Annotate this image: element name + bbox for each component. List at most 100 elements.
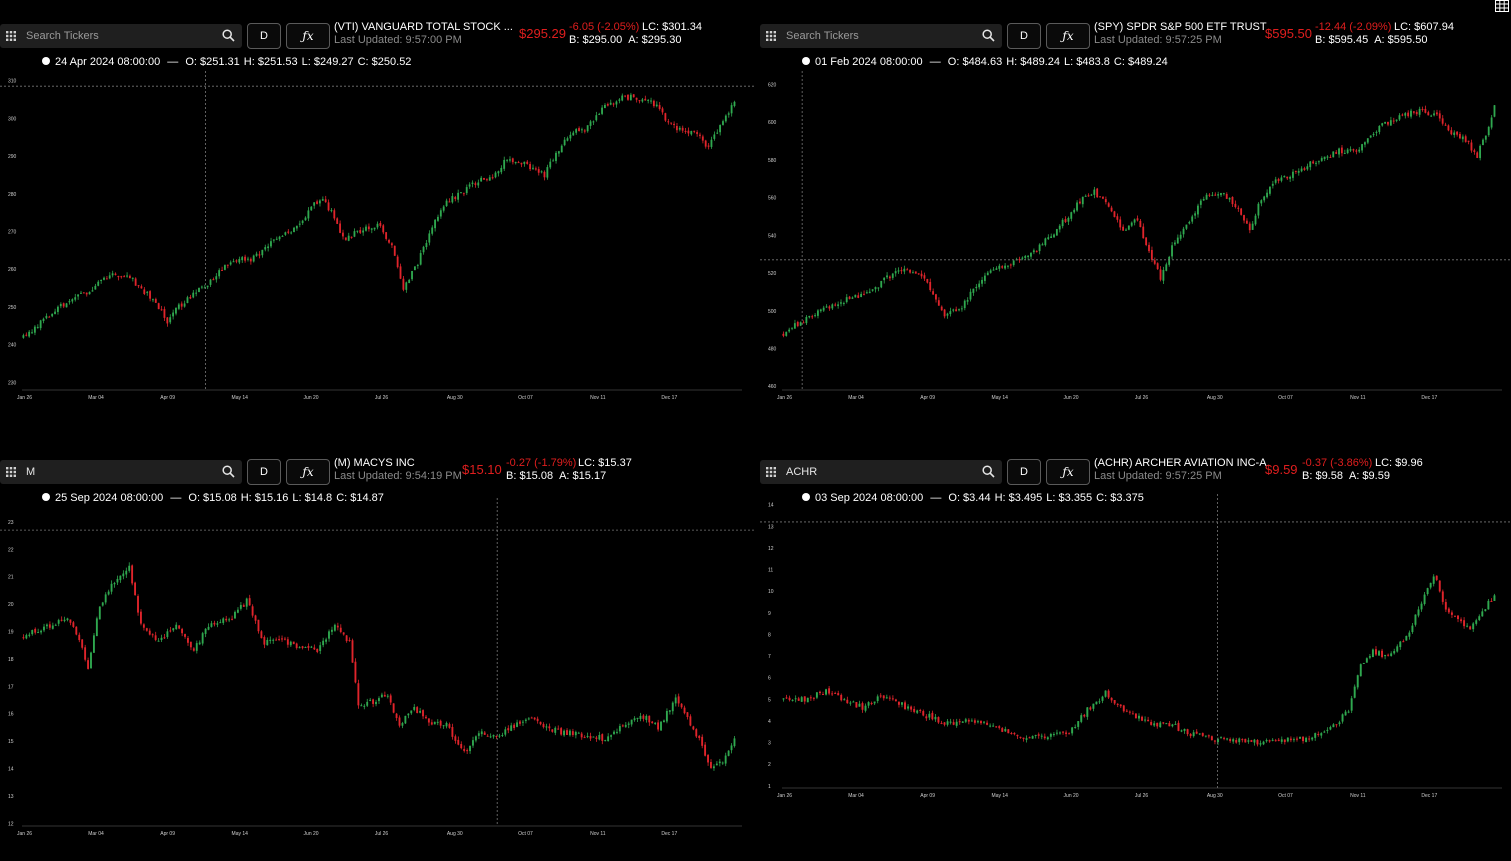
candle[interactable]: [360, 703, 363, 707]
candle[interactable]: [1407, 110, 1410, 118]
candle[interactable]: [454, 195, 457, 202]
candle[interactable]: [448, 198, 451, 203]
candle[interactable]: [791, 327, 793, 331]
candle[interactable]: [1429, 582, 1432, 590]
candle[interactable]: [1241, 738, 1244, 743]
candle[interactable]: [1283, 739, 1286, 745]
candle[interactable]: [1235, 737, 1238, 744]
candle[interactable]: [980, 720, 982, 725]
candle[interactable]: [1222, 192, 1225, 196]
candle[interactable]: [568, 729, 571, 737]
candle[interactable]: [1368, 654, 1371, 660]
candle[interactable]: [595, 735, 598, 742]
candle[interactable]: [322, 637, 325, 648]
candle[interactable]: [710, 136, 713, 149]
candle[interactable]: [1177, 720, 1180, 732]
candle[interactable]: [1083, 713, 1086, 718]
candle[interactable]: [395, 712, 398, 721]
candle[interactable]: [1110, 205, 1113, 213]
candle[interactable]: [134, 277, 137, 286]
candle[interactable]: [1426, 587, 1429, 596]
candle[interactable]: [43, 623, 45, 633]
candle[interactable]: [615, 100, 618, 108]
candle[interactable]: [825, 688, 827, 696]
candle[interactable]: [154, 631, 157, 642]
candle[interactable]: [574, 730, 577, 739]
candle[interactable]: [730, 102, 733, 117]
candle[interactable]: [163, 633, 166, 640]
candle[interactable]: [419, 707, 422, 714]
candle[interactable]: [131, 564, 134, 586]
candle[interactable]: [149, 290, 151, 302]
candle[interactable]: [192, 289, 195, 299]
candle[interactable]: [1356, 674, 1359, 690]
candle[interactable]: [425, 239, 428, 250]
candle[interactable]: [310, 206, 313, 211]
candle[interactable]: [1435, 109, 1438, 116]
candle[interactable]: [451, 723, 454, 740]
candle[interactable]: [292, 641, 295, 645]
candle[interactable]: [1251, 221, 1254, 230]
candle[interactable]: [1292, 169, 1294, 181]
candle[interactable]: [367, 223, 370, 232]
candle[interactable]: [529, 161, 531, 172]
period-button[interactable]: D: [247, 459, 281, 485]
candle[interactable]: [316, 199, 318, 205]
search-input[interactable]: [780, 26, 982, 46]
candle[interactable]: [975, 283, 978, 292]
candle[interactable]: [1009, 263, 1012, 269]
candle[interactable]: [1482, 138, 1484, 146]
candle[interactable]: [372, 698, 375, 708]
candle[interactable]: [613, 730, 615, 735]
candle[interactable]: [925, 714, 928, 721]
candle[interactable]: [524, 718, 527, 724]
candle[interactable]: [1390, 651, 1393, 657]
candle[interactable]: [1311, 736, 1314, 742]
candle[interactable]: [1220, 192, 1222, 198]
candle[interactable]: [1484, 135, 1487, 143]
candle[interactable]: [235, 259, 238, 264]
candle[interactable]: [1306, 163, 1309, 171]
candle[interactable]: [128, 562, 131, 573]
candle[interactable]: [92, 632, 95, 654]
candle[interactable]: [730, 743, 733, 754]
candle[interactable]: [816, 309, 819, 319]
candle[interactable]: [1308, 735, 1311, 742]
candle[interactable]: [373, 227, 376, 231]
candle[interactable]: [1274, 738, 1277, 742]
candle[interactable]: [722, 119, 724, 126]
candle[interactable]: [298, 220, 301, 228]
candle[interactable]: [1343, 149, 1346, 154]
candle[interactable]: [1113, 699, 1116, 706]
candle[interactable]: [186, 295, 189, 304]
candle[interactable]: [1133, 218, 1136, 226]
candle[interactable]: [680, 703, 683, 709]
candle[interactable]: [934, 713, 937, 722]
candle[interactable]: [25, 633, 28, 640]
candle[interactable]: [145, 627, 148, 632]
candle[interactable]: [1214, 192, 1217, 196]
candle[interactable]: [799, 321, 802, 327]
candle[interactable]: [888, 695, 891, 701]
candle[interactable]: [913, 706, 916, 714]
candle[interactable]: [802, 320, 805, 324]
candle[interactable]: [560, 726, 563, 736]
candle[interactable]: [1150, 719, 1153, 726]
candle[interactable]: [354, 658, 357, 684]
candle[interactable]: [140, 609, 142, 626]
candle[interactable]: [54, 623, 57, 626]
candle[interactable]: [1268, 739, 1271, 743]
candle[interactable]: [1381, 122, 1384, 127]
candle[interactable]: [983, 272, 986, 284]
candle[interactable]: [652, 99, 655, 108]
candle[interactable]: [919, 708, 922, 713]
candle[interactable]: [1201, 732, 1204, 737]
candle[interactable]: [1245, 218, 1248, 224]
candle[interactable]: [160, 634, 163, 642]
candle[interactable]: [571, 728, 574, 737]
candle[interactable]: [969, 288, 972, 302]
candle[interactable]: [627, 721, 630, 729]
candle[interactable]: [1061, 218, 1064, 229]
candle[interactable]: [255, 251, 258, 257]
candle[interactable]: [1001, 727, 1004, 733]
